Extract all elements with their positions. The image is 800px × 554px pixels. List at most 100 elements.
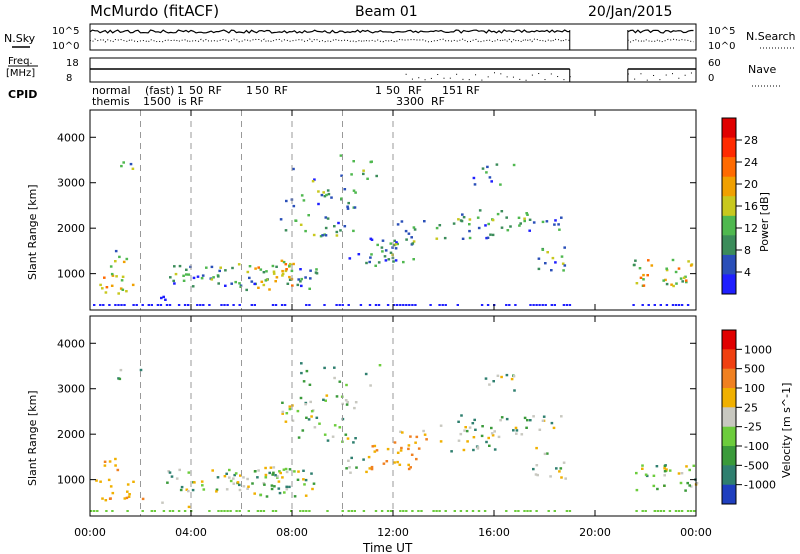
- echo-cell: [284, 229, 288, 232]
- echo-cell: [167, 470, 170, 473]
- cpid-row1-item: normal: [92, 84, 131, 97]
- echo-cell: [435, 226, 439, 230]
- echo-cell: [93, 510, 96, 512]
- echo-cell: [688, 468, 691, 472]
- echo-cell: [462, 448, 466, 452]
- colorbar-tick-label: 12: [744, 222, 758, 235]
- echo-cell: [300, 371, 303, 375]
- echo-cell: [268, 288, 271, 291]
- echo-cell: [468, 218, 472, 221]
- echo-cell: [646, 274, 649, 277]
- echo-cell: [299, 280, 302, 283]
- echo-cell: [265, 495, 269, 498]
- echo-cell: [682, 276, 686, 279]
- echo-cell: [528, 218, 532, 221]
- echo-cell: [457, 439, 461, 442]
- echo-cell: [366, 177, 369, 180]
- echo-cell: [177, 304, 181, 306]
- echo-cell: [288, 485, 291, 489]
- echo-cell: [499, 419, 502, 422]
- echo-cell: [384, 259, 388, 262]
- echo-cell: [139, 368, 143, 372]
- echo-cell: [236, 481, 240, 484]
- cpid-row1-item: 50: [189, 84, 203, 97]
- echo-cell: [523, 510, 526, 512]
- echo-cell: [555, 467, 558, 470]
- echo-cell: [508, 304, 511, 306]
- echo-cell: [256, 510, 260, 512]
- echo-cell: [345, 403, 349, 406]
- echo-cell: [497, 435, 501, 439]
- echo-cell: [664, 278, 667, 282]
- nave-dot: [456, 73, 458, 75]
- echo-cell: [679, 277, 683, 280]
- echo-cell: [117, 292, 120, 295]
- echo-cell: [377, 304, 381, 306]
- echo-cell: [362, 458, 365, 461]
- echo-cell: [412, 226, 416, 229]
- echo-cell: [123, 304, 126, 306]
- nave-dot: [672, 73, 674, 75]
- echo-cell: [505, 510, 508, 512]
- echo-cell: [665, 304, 669, 306]
- echo-cell: [301, 429, 305, 432]
- echo-cell: [308, 383, 312, 386]
- echo-cell: [549, 475, 552, 478]
- echo-cell: [323, 304, 326, 306]
- echo-cell: [102, 304, 105, 306]
- echo-cell: [471, 510, 475, 512]
- nave-dot: [557, 76, 559, 78]
- echo-cell: [110, 272, 114, 276]
- echo-cell: [262, 510, 266, 512]
- echo-cell: [505, 216, 508, 219]
- echo-cell: [353, 206, 357, 209]
- echo-cell: [271, 473, 274, 476]
- echo-cell: [541, 248, 545, 251]
- echo-cell: [644, 510, 647, 512]
- echo-cell: [285, 488, 289, 491]
- echo-cell: [544, 304, 547, 306]
- echo-cell: [104, 499, 108, 502]
- echo-cell: [183, 304, 187, 306]
- echo-cell: [542, 415, 546, 418]
- echo-cell: [562, 304, 566, 306]
- echo-cell: [274, 304, 278, 306]
- echo-cell: [362, 510, 366, 512]
- echo-cell: [180, 485, 184, 489]
- echo-cell: [217, 275, 220, 278]
- echo-cell: [488, 383, 491, 386]
- echo-cell: [242, 476, 245, 479]
- echo-cell: [495, 163, 499, 166]
- echo-cell: [291, 284, 294, 287]
- echo-cell: [326, 510, 329, 512]
- echo-cell: [310, 410, 314, 413]
- echo-cell: [343, 188, 347, 191]
- echo-cell: [480, 304, 484, 306]
- echo-cell: [312, 482, 316, 485]
- echo-cell: [292, 204, 296, 208]
- echo-cell: [535, 446, 538, 450]
- echo-cell: [217, 510, 220, 512]
- echo-cell: [265, 270, 268, 273]
- nave-dot: [640, 73, 642, 75]
- echo-cell: [374, 304, 378, 306]
- echo-cell: [281, 476, 284, 479]
- cpid-row2-item: themis: [92, 95, 130, 108]
- echo-cell: [393, 243, 396, 247]
- echo-cell: [338, 380, 342, 383]
- echo-cell: [120, 164, 123, 168]
- echo-cell: [635, 510, 638, 512]
- echo-cell: [374, 264, 377, 267]
- echo-cell: [537, 257, 541, 260]
- echo-cell: [111, 510, 114, 512]
- echo-cell: [374, 510, 378, 512]
- echo-cell: [438, 510, 441, 512]
- echo-cell: [354, 437, 357, 440]
- echo-cell: [671, 304, 675, 306]
- echo-cell: [536, 473, 539, 477]
- echo-cell: [305, 416, 308, 419]
- echo-cell: [410, 453, 414, 456]
- echo-cell: [276, 475, 279, 478]
- echo-cell: [135, 304, 138, 306]
- echo-cell: [271, 264, 275, 268]
